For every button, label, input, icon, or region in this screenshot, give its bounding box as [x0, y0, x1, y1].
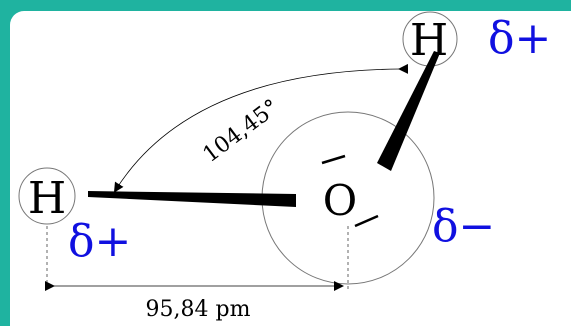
- hydrogen-left-charge: δ+: [68, 216, 131, 267]
- bond-length-label: 95,84 pm: [146, 297, 251, 322]
- hydrogen-top-symbol: H: [410, 15, 448, 66]
- bond-oxygen-hydrogen-left: [88, 191, 296, 207]
- oxygen-charge: δ−: [432, 201, 495, 252]
- water-molecule-diagram: H H O δ+ δ+ δ− 104,45° 95,84 pm: [18, 11, 551, 322]
- bond-angle-arc: [113, 63, 409, 193]
- hydrogen-left-circle: [18, 167, 76, 225]
- hydrogen-left-symbol: H: [28, 173, 66, 224]
- oxygen-lone-pair-top: [321, 154, 346, 165]
- oxygen-symbol: O: [323, 176, 357, 225]
- diagram-canvas: H H O δ+ δ+ δ− 104,45° 95,84 pm: [10, 11, 571, 326]
- oxygen-lone-pair-bottom: [354, 214, 379, 228]
- hydrogen-top-charge: δ+: [488, 13, 551, 64]
